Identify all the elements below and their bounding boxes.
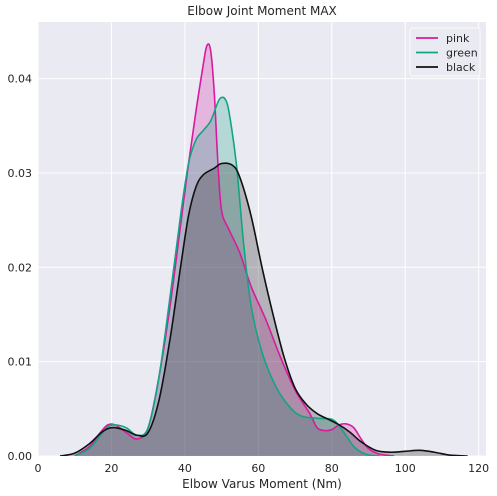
y-tick-label: 0.03: [8, 167, 33, 180]
legend-label-black: black: [446, 61, 476, 74]
density-area-black: [60, 163, 468, 456]
y-axis-ticks: 0.00 0.01 0.02 0.03 0.04: [8, 73, 33, 463]
x-tick-label: 60: [251, 462, 265, 475]
x-tick-label: 40: [178, 462, 192, 475]
legend-label-green: green: [446, 47, 478, 60]
x-axis-label: Elbow Varus Moment (Nm): [182, 477, 342, 491]
x-axis-ticks: 0 20 40 60 80 100 120: [35, 462, 490, 475]
y-tick-label: 0.00: [8, 450, 33, 463]
legend-label-pink: pink: [446, 32, 470, 45]
y-tick-label: 0.01: [8, 356, 33, 369]
x-tick-label: 100: [395, 462, 416, 475]
x-tick-label: 0: [35, 462, 42, 475]
density-area-green: [74, 97, 380, 456]
y-tick-label: 0.04: [8, 73, 33, 86]
y-tick-label: 0.02: [8, 261, 33, 274]
density-area-pink: [74, 43, 395, 456]
x-tick-label: 80: [325, 462, 339, 475]
legend-box: [409, 27, 481, 77]
density-line-black: [59, 162, 468, 456]
x-tick-label: 20: [104, 462, 118, 475]
grid-lines: [37, 22, 486, 457]
x-tick-label: 120: [468, 462, 489, 475]
density-lines: [59, 43, 468, 456]
chart-title: Elbow Joint Moment MAX: [187, 4, 337, 18]
plot-area: [38, 22, 486, 456]
density-fills: [60, 43, 468, 456]
